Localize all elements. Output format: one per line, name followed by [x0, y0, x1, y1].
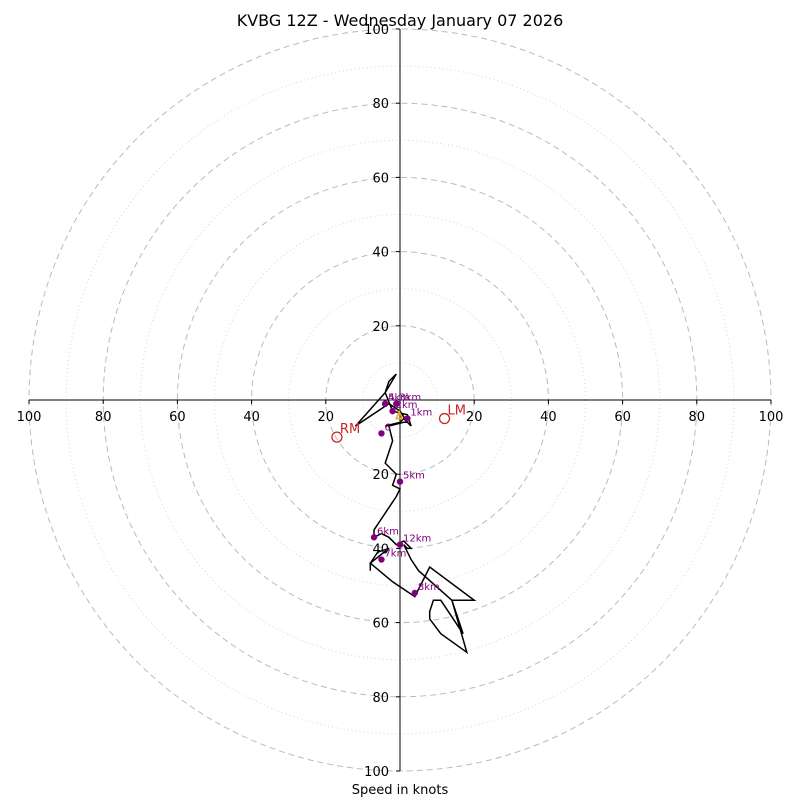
y-tick-label: 100	[364, 23, 389, 38]
height-marker-label: 8km	[418, 582, 440, 593]
height-marker-dot	[389, 407, 396, 415]
x-tick-label: 100	[17, 410, 42, 425]
storm-motion-label: LM	[448, 404, 466, 419]
x-tick-label: 20	[466, 410, 483, 425]
storm-motion-marker	[331, 431, 343, 443]
height-marker-dot	[393, 400, 400, 407]
height-marker-label: 3km	[399, 393, 421, 404]
height-marker-label: 6km	[377, 526, 399, 537]
height-marker-label: 2km	[396, 400, 418, 411]
mean-wind-marker	[395, 409, 404, 420]
hodograph-line	[354, 373, 477, 655]
x-tick-label: 80	[689, 410, 706, 425]
height-marker-dot	[378, 430, 385, 437]
chart-title: KVBG 12Z - Wednesday January 07 2026	[236, 11, 564, 30]
x-tick-label: 20	[318, 410, 335, 425]
x-tick-label: 40	[243, 410, 260, 425]
y-tick-label: 40	[372, 246, 389, 261]
y-tick-label: 60	[372, 171, 389, 186]
height-marker-dot	[404, 415, 411, 422]
storm-motion-markers: RM LM	[331, 404, 466, 443]
x-tick-label: 80	[95, 410, 112, 425]
y-tick-label: 20	[372, 320, 389, 335]
height-marker-label: 12km	[403, 534, 431, 545]
height-marker-label: 5km	[403, 471, 425, 482]
y-tick-label: 60	[372, 617, 389, 632]
y-tick-label: 80	[372, 691, 389, 706]
x-axis-label: Speed in knots	[351, 783, 449, 798]
x-tick-label: 100	[759, 410, 784, 425]
hodograph-trace	[354, 373, 477, 655]
height-marker-label: 4km	[388, 393, 410, 404]
y-tick-label: 100	[364, 765, 389, 780]
height-marker-label: 7km	[384, 549, 406, 560]
height-marker-label: 1km	[410, 408, 432, 419]
x-tick-label: 40	[540, 410, 557, 425]
x-tick-label: 60	[614, 410, 631, 425]
height-marker-dot	[396, 478, 404, 485]
height-marker-dot	[370, 534, 378, 541]
y-tick-label: 20	[372, 468, 389, 483]
height-marker-label: 5	[388, 393, 394, 404]
height-marker-label: 6	[384, 422, 390, 433]
height-marker-dot	[396, 541, 404, 548]
height-marker-dot	[381, 400, 389, 407]
storm-motion-label: RM	[340, 422, 360, 437]
x-tick-label: 60	[169, 410, 186, 425]
height-marker-dot	[411, 589, 419, 597]
axes	[29, 29, 771, 771]
y-tick-label: 80	[372, 97, 389, 112]
tick-labels: 100 80 60 40 20 20 40 60 80 100100806040202040608…	[17, 23, 784, 780]
storm-motion-marker	[438, 412, 451, 425]
height-marker-dot	[378, 556, 385, 563]
